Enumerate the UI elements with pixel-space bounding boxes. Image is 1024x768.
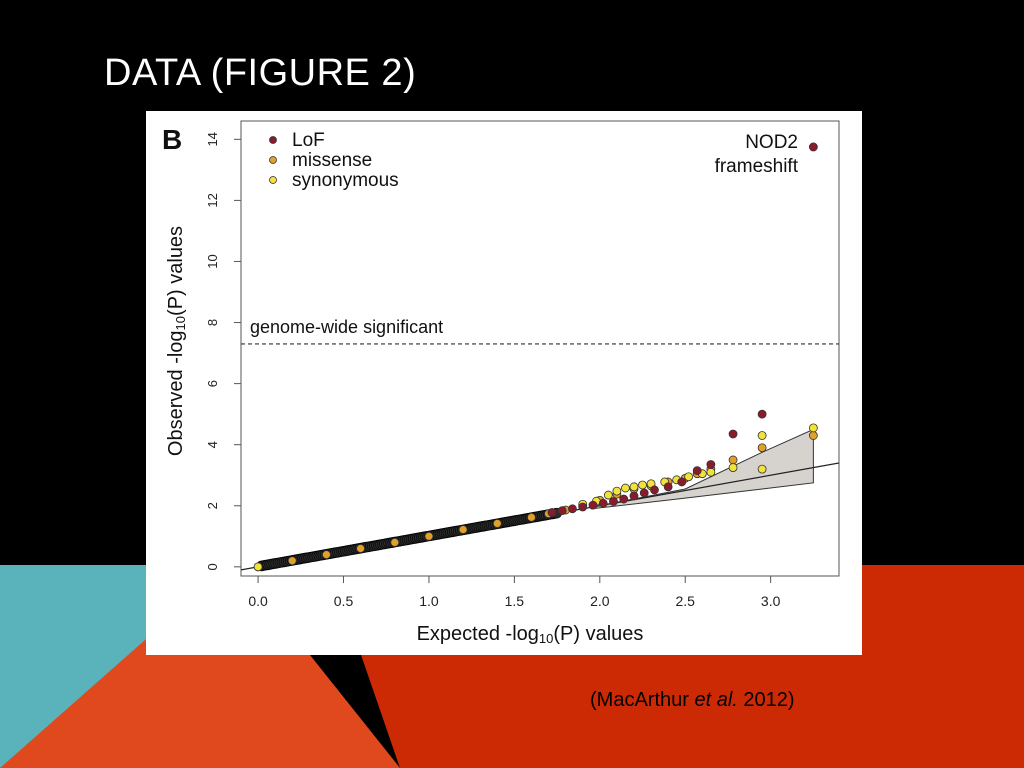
point-LoF-6 [609, 497, 618, 506]
y-axis-label-main: Observed -log [165, 330, 187, 456]
point-synonymous-15 [757, 464, 767, 474]
point-LoF-9 [639, 488, 649, 498]
point-LoF-3 [578, 502, 588, 512]
annotation-line-1: frameshift [715, 156, 799, 177]
y-tick-label-6: 12 [205, 193, 220, 207]
legend-label-missense: missense [292, 150, 372, 171]
legend-label-synonymous: synonymous [292, 170, 399, 191]
x-axis-label-main: Expected -log [417, 623, 539, 645]
y-tick-label-7: 14 [205, 132, 220, 146]
point-missense-3 [356, 544, 366, 553]
slide-title: DATA (FIGURE 2) [104, 52, 417, 94]
point-LoF-1 [557, 506, 567, 516]
y-axis-label-end: (P) values [165, 226, 187, 316]
point-synonymous-3 [603, 490, 613, 500]
plot-frame [240, 120, 840, 577]
x-tick-label-2: 1.0 [419, 593, 439, 609]
point-LoF-10 [650, 485, 659, 495]
point-LoF-13 [692, 466, 702, 476]
point-synonymous-7 [638, 480, 647, 490]
qq-plot-svg: genome-wide significant 0.0 0.5 1.0 1.5 2.0 2.… [162, 120, 840, 646]
y-tick-label-5: 10 [205, 254, 220, 268]
point-LoF-17 [808, 142, 818, 152]
point-synonymous-16 [757, 431, 767, 440]
point-missense-2 [322, 550, 331, 560]
point-LoF-8 [629, 491, 639, 501]
panel-label: B [162, 124, 182, 155]
citation-prefix: (MacArthur [590, 689, 695, 711]
point-missense-1 [287, 556, 297, 566]
y-tick-label-4: 8 [205, 319, 220, 326]
y-axis-label-sub: 10 [173, 316, 188, 330]
x-tick-label-6: 3.0 [761, 593, 781, 609]
y-tick-label-2: 4 [205, 441, 220, 448]
point-LoF-2 [568, 504, 577, 514]
point-synonymous-11 [684, 472, 694, 482]
point-LoF-0 [547, 508, 557, 517]
point-synonymous-5 [621, 483, 630, 493]
annotation-line-0: NOD2 [745, 132, 798, 153]
x-tick-label-4: 2.0 [590, 593, 610, 609]
point-missense-6 [458, 525, 468, 534]
point-LoF-11 [663, 482, 673, 492]
x-tick-label-5: 2.5 [675, 593, 695, 609]
point-LoF-12 [677, 477, 687, 487]
y-tick-label-3: 6 [205, 380, 220, 387]
orange-shape [0, 565, 400, 768]
point-missense-8 [527, 512, 536, 522]
point-synonymous-0 [253, 562, 263, 572]
point-LoF-16 [757, 409, 767, 419]
qq-plot-figure: genome-wide significant 0.0 0.5 1.0 1.5 2.0 2.… [146, 111, 862, 655]
point-synonymous-14 [728, 463, 738, 472]
point-LoF-7 [619, 494, 629, 504]
x-axis-label: Expected -log10(P) values [417, 623, 644, 646]
legend-label-LoF: LoF [292, 130, 325, 151]
point-missense-7 [492, 519, 502, 528]
y-tick-label-0: 0 [205, 563, 220, 570]
point-missense-20 [728, 455, 738, 465]
citation-suffix: 2012) [737, 689, 795, 711]
y-tick-label-1: 2 [205, 502, 220, 509]
point-missense-5 [424, 531, 434, 541]
x-tick-label-0: 0.0 [248, 593, 268, 609]
plot-area [241, 142, 839, 572]
point-missense-4 [390, 538, 400, 547]
point-synonymous-4 [612, 486, 622, 496]
point-LoF-15 [728, 429, 738, 439]
y-axis-label: Observed -log10(P) values [165, 226, 188, 456]
confidence-band [590, 428, 814, 510]
citation: (MacArthur et al. 2012) [590, 689, 795, 712]
point-synonymous-6 [629, 482, 639, 492]
point-LoF-5 [598, 498, 608, 508]
legend-marker-missense [269, 156, 277, 164]
point-LoF-14 [706, 460, 716, 469]
x-axis-label-end: (P) values [553, 623, 643, 645]
x-axis-label-sub: 10 [539, 631, 553, 646]
legend-marker-synonymous [269, 176, 277, 184]
point-LoF-4 [588, 500, 598, 510]
point-synonymous-13 [706, 467, 716, 477]
significance-label: genome-wide significant [250, 317, 443, 337]
point-synonymous-17 [808, 423, 818, 433]
x-tick-label-1: 0.5 [334, 593, 354, 609]
citation-italic: et al. [694, 689, 738, 711]
x-tick-label-3: 1.5 [505, 593, 525, 609]
legend-marker-LoF [269, 136, 277, 144]
point-missense-22 [808, 431, 818, 440]
point-missense-21 [757, 443, 767, 453]
